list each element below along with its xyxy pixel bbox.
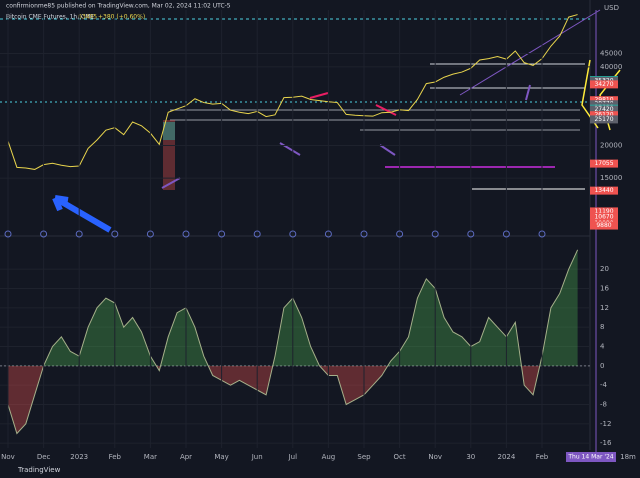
y-tick-label: -8 [600, 401, 607, 409]
x-tick-label: Jul [288, 453, 298, 461]
price-tag [590, 159, 618, 168]
y-tick-label: 15000 [600, 174, 622, 182]
y-tick-label: 16 [600, 285, 609, 293]
x-tick-label: Dec [37, 453, 51, 461]
arrow [52, 195, 112, 233]
price-tag [590, 212, 618, 221]
event-marker [182, 230, 190, 238]
x-tick-label: 2024 [497, 453, 515, 461]
arrow [379, 144, 396, 156]
header: confirmionme85 published on TradingView.… [6, 3, 231, 10]
price-tag-label: 26120 [594, 112, 613, 119]
x-tick-label: Jun [251, 453, 263, 461]
price-tag [590, 105, 618, 114]
crosshair-box [566, 452, 616, 462]
arrow [161, 177, 181, 189]
x-tick-label: 30 [466, 453, 475, 461]
y-tick-label: 4 [600, 343, 605, 351]
zone [163, 122, 175, 140]
price-tag [590, 96, 618, 105]
x-tick-label: Feb [536, 453, 549, 461]
event-marker [467, 230, 475, 238]
y-tick-label: 20000 [600, 142, 622, 150]
price-tag-label: 11190 [594, 208, 613, 215]
event-marker [502, 230, 510, 238]
crosshair-label: Thu 14 Mar '24 [567, 454, 613, 461]
y-tick-label: -12 [600, 420, 611, 428]
change: +380 (+0.60%) [98, 14, 145, 21]
x-tick-label: Feb [109, 453, 122, 461]
y-tick-label: 12 [600, 304, 609, 312]
price-tag-label: 17055 [594, 160, 613, 167]
event-marker [360, 230, 368, 238]
price-tag-label: 29810 [594, 97, 613, 104]
y-tick-label: 8 [600, 323, 604, 331]
trend-line [459, 9, 601, 96]
y-tick-label: -16 [600, 439, 612, 447]
event-marker [289, 230, 297, 238]
price-tag-label: 10670 [594, 213, 613, 220]
arrow [279, 142, 301, 156]
price-tag [590, 115, 618, 124]
unit-label: USD [604, 4, 619, 12]
y-tick-label: -4 [600, 381, 608, 389]
x-tick-label: Apr [180, 453, 192, 461]
footer: TradingView [17, 466, 61, 474]
drawings [0, 9, 621, 233]
x-tick-label: Oct [394, 453, 406, 461]
event-marker [396, 230, 404, 238]
x-tick-label: May [214, 453, 228, 461]
y-tick-label: 20 [600, 265, 609, 273]
event-marker [253, 230, 261, 238]
event-marker [75, 230, 83, 238]
arrow [309, 92, 329, 99]
price-tag-label: 9880 [596, 222, 611, 229]
x-tick-label: Sep [357, 453, 371, 461]
event-marker [431, 230, 439, 238]
price-tag-label: 13440 [594, 187, 613, 194]
y-tick-label: 45000 [600, 49, 622, 57]
event-marker [4, 230, 12, 238]
last-price: 63405 [78, 14, 97, 21]
x-tick-label: Nov [428, 453, 442, 461]
x-tick-label: Mar [144, 453, 157, 461]
event-marker [111, 230, 119, 238]
price-tag [590, 221, 618, 230]
arrow [375, 104, 397, 116]
y-tick-label: 0 [600, 362, 604, 370]
price-tag [590, 186, 618, 195]
x-tick-label: Nov [1, 453, 15, 461]
price-tag [590, 207, 618, 216]
price-tag-label: 34270 [594, 81, 613, 88]
price-tag [590, 111, 618, 120]
price-tag-label: 27420 [594, 106, 613, 113]
symbol: Bitcoin CME Futures, 1h, CME [6, 14, 94, 21]
timer-label: 18m [620, 453, 636, 461]
x-tick-label: Aug [322, 453, 336, 461]
event-marker [40, 230, 48, 238]
price-tag-label: 25170 [594, 116, 613, 123]
x-tick-label: 2023 [70, 453, 88, 461]
event-marker [538, 230, 546, 238]
event-marker [324, 230, 332, 238]
price-tag [590, 80, 618, 89]
event-marker [146, 230, 154, 238]
y-tick-label: 40000 [600, 63, 622, 71]
event-marker [218, 230, 226, 238]
arrow [525, 84, 531, 101]
